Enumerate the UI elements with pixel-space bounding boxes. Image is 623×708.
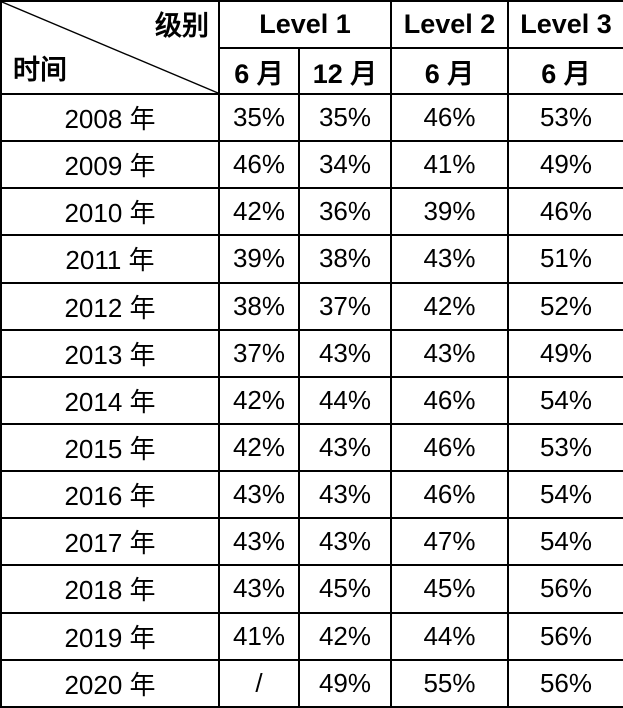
- value-cell: 51%: [507, 234, 623, 284]
- value-cell: 56%: [507, 611, 623, 661]
- value-cell: 55%: [390, 658, 509, 708]
- table-row-2014: 2014 年 42% 44% 46% 54%: [0, 375, 623, 425]
- value-cell: 56%: [507, 658, 623, 708]
- month-header-l2-june: 6 月: [390, 47, 509, 95]
- value-cell: 54%: [507, 517, 623, 567]
- value-cell: 38%: [298, 234, 392, 284]
- value-cell: 43%: [298, 517, 392, 567]
- value-cell: 43%: [218, 517, 300, 567]
- year-cell: 2010 年: [0, 187, 220, 237]
- diagonal-divider-line: [2, 2, 218, 93]
- value-cell: 52%: [507, 281, 623, 331]
- corner-header-cell: 级别 时间: [0, 0, 220, 95]
- value-cell: 46%: [390, 92, 509, 143]
- value-cell: 43%: [218, 470, 300, 520]
- value-cell-missing: /: [218, 658, 300, 708]
- month-header-l3-june: 6 月: [507, 47, 623, 95]
- value-cell: 43%: [390, 328, 509, 378]
- value-cell: 42%: [390, 281, 509, 331]
- table-row-2019: 2019 年 41% 42% 44% 56%: [0, 611, 623, 661]
- value-cell: 45%: [298, 564, 392, 614]
- value-cell: 53%: [507, 92, 623, 143]
- corner-label-time: 时间: [13, 55, 67, 86]
- value-cell: 42%: [218, 375, 300, 425]
- value-cell: 34%: [298, 140, 392, 190]
- value-cell: 49%: [507, 140, 623, 190]
- table-row-2013: 2013 年 37% 43% 43% 49%: [0, 328, 623, 378]
- value-cell: 43%: [390, 234, 509, 284]
- year-cell: 2013 年: [0, 328, 220, 378]
- value-cell: 39%: [390, 187, 509, 237]
- year-cell: 2016 年: [0, 470, 220, 520]
- value-cell: 37%: [298, 281, 392, 331]
- value-cell: 37%: [218, 328, 300, 378]
- value-cell: 54%: [507, 375, 623, 425]
- value-cell: 38%: [218, 281, 300, 331]
- value-cell: 42%: [298, 611, 392, 661]
- table-row-2020: 2020 年 / 49% 55% 56%: [0, 658, 623, 708]
- value-cell: 46%: [507, 187, 623, 237]
- value-cell: 49%: [507, 328, 623, 378]
- year-cell: 2020 年: [0, 658, 220, 708]
- table-row-2016: 2016 年 43% 43% 46% 54%: [0, 470, 623, 520]
- value-cell: 46%: [390, 375, 509, 425]
- value-cell: 43%: [298, 470, 392, 520]
- value-cell: 46%: [218, 140, 300, 190]
- value-cell: 56%: [507, 564, 623, 614]
- table-row-2011: 2011 年 39% 38% 43% 51%: [0, 234, 623, 284]
- value-cell: 43%: [298, 422, 392, 473]
- table-row-2008: 2008 年 35% 35% 46% 53%: [0, 92, 623, 143]
- year-cell: 2011 年: [0, 234, 220, 284]
- value-cell: 35%: [298, 92, 392, 143]
- value-cell: 45%: [390, 564, 509, 614]
- month-header-l1-june: 6 月: [218, 47, 300, 95]
- col-header-level2: Level 2: [390, 0, 509, 49]
- value-cell: 49%: [298, 658, 392, 708]
- value-cell: 44%: [298, 375, 392, 425]
- table-row-2015: 2015 年 42% 43% 46% 53%: [0, 422, 623, 473]
- year-cell: 2008 年: [0, 92, 220, 143]
- value-cell: 43%: [298, 328, 392, 378]
- value-cell: 54%: [507, 470, 623, 520]
- corner-label-level: 级别: [155, 11, 209, 41]
- col-header-level3: Level 3: [507, 0, 623, 49]
- table-row-2010: 2010 年 42% 36% 39% 46%: [0, 187, 623, 237]
- year-cell: 2019 年: [0, 611, 220, 661]
- value-cell: 39%: [218, 234, 300, 284]
- table-row-2012: 2012 年 38% 37% 42% 52%: [0, 281, 623, 331]
- value-cell: 43%: [218, 564, 300, 614]
- table-row-2017: 2017 年 43% 43% 47% 54%: [0, 517, 623, 567]
- value-cell: 53%: [507, 422, 623, 473]
- table-row-2009: 2009 年 46% 34% 41% 49%: [0, 140, 623, 190]
- value-cell: 36%: [298, 187, 392, 237]
- header-row-months: 6 月 12 月 6 月 6 月: [1, 47, 623, 95]
- year-cell: 2018 年: [0, 564, 220, 614]
- value-cell: 47%: [390, 517, 509, 567]
- value-cell: 44%: [390, 611, 509, 661]
- value-cell: 41%: [218, 611, 300, 661]
- value-cell: 42%: [218, 187, 300, 237]
- year-cell: 2012 年: [0, 281, 220, 331]
- year-cell: 2017 年: [0, 517, 220, 567]
- value-cell: 46%: [390, 470, 509, 520]
- value-cell: 35%: [218, 92, 300, 143]
- year-cell: 2014 年: [0, 375, 220, 425]
- month-header-l1-december: 12 月: [298, 47, 392, 95]
- year-cell: 2009 年: [0, 140, 220, 190]
- table-row-2018: 2018 年 43% 45% 45% 56%: [0, 564, 623, 614]
- value-cell: 41%: [390, 140, 509, 190]
- year-cell: 2015 年: [0, 422, 220, 473]
- header-row-levels: 级别 时间 Level 1 Level 2 Level 3: [0, 0, 623, 95]
- value-cell: 46%: [390, 422, 509, 473]
- value-cell: 42%: [218, 422, 300, 473]
- col-header-level1: Level 1: [218, 0, 392, 49]
